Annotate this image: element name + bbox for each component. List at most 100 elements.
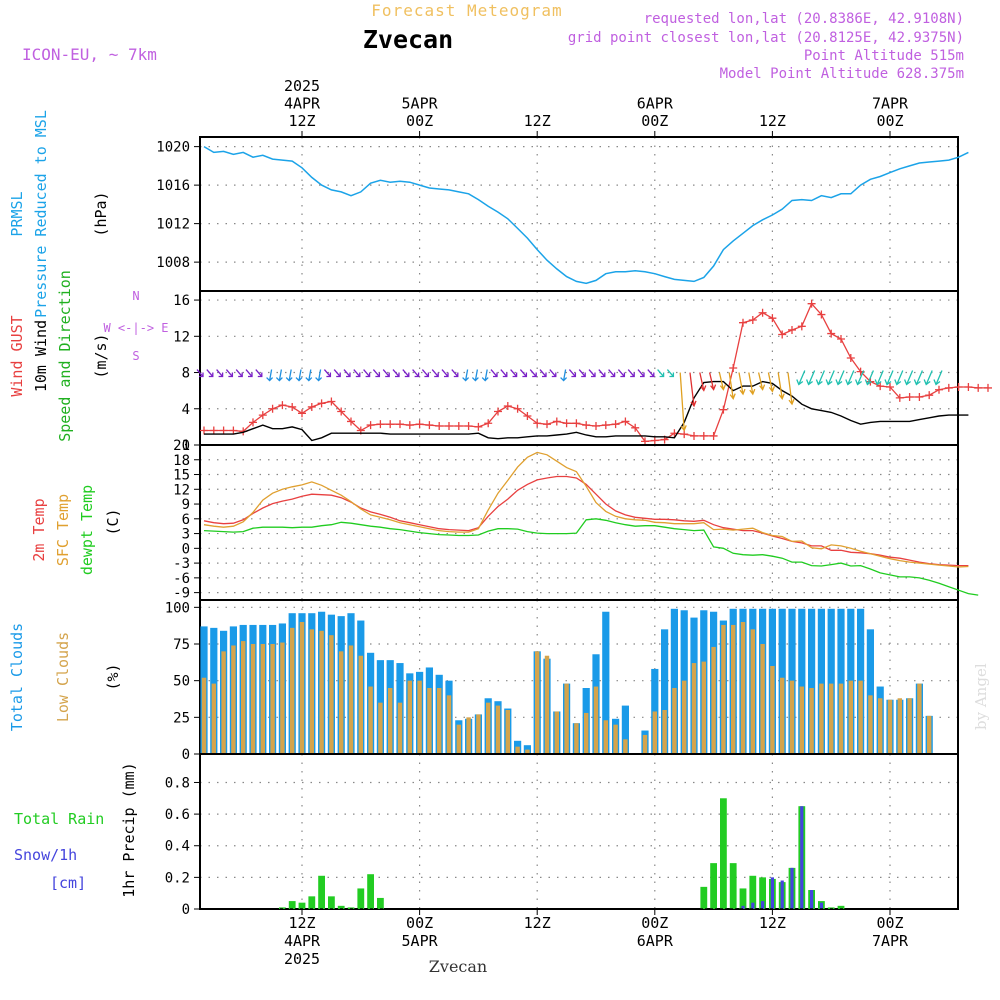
gust-marker	[474, 422, 483, 431]
gust-marker	[709, 431, 718, 440]
gust-marker	[464, 421, 473, 430]
low-cloud-bar	[309, 629, 314, 754]
low-cloud-bar	[407, 680, 412, 754]
wind-direction-arrow	[560, 369, 568, 382]
wind-ytick-label: 16	[173, 293, 190, 309]
wind-ytick-label: 0	[182, 438, 190, 454]
low-cloud-bar	[907, 698, 912, 754]
wind-direction-arrow	[588, 369, 596, 378]
wind-direction-arrow	[333, 369, 341, 378]
precip-ytick-label: 0.4	[165, 839, 190, 855]
bottom-time-label: 12Z	[288, 914, 315, 932]
rain-bar	[308, 896, 316, 909]
top-time-label: 5APR	[402, 95, 439, 113]
low-cloud-bar	[299, 622, 305, 754]
clouds-ytick-label: 50	[173, 674, 190, 690]
wind-direction-arrow	[627, 369, 635, 378]
gust-marker	[425, 421, 434, 430]
temperature-ytick-label: 0	[182, 541, 190, 557]
gust-marker	[631, 423, 640, 432]
low-cloud-bar	[397, 702, 403, 754]
precip-ytick-label: 0.8	[165, 775, 190, 791]
rain-bar	[288, 901, 296, 909]
wind-direction-arrow	[315, 369, 323, 382]
wind-direction-arrow	[196, 369, 204, 378]
chart-title: Forecast Meteogram	[371, 1, 562, 20]
rain-bar	[729, 863, 737, 909]
gust-marker	[944, 383, 953, 392]
rain-label: Total Rain	[14, 810, 104, 828]
rain-bar	[377, 897, 384, 909]
wind-direction-arrow	[923, 370, 933, 386]
low-cloud-bar	[466, 717, 471, 754]
wind-direction-arrow	[578, 369, 586, 378]
total-cloud-bar	[670, 608, 678, 754]
wind-direction-arrow	[500, 369, 508, 378]
low-cloud-bar	[740, 622, 746, 754]
low-cloud-bar	[593, 686, 599, 754]
wind-direction-arrow	[323, 369, 332, 378]
requested-coords: requested lon,lat (20.8386E, 42.9108N)	[644, 11, 964, 27]
low-cloud-bar	[290, 627, 295, 754]
rain-bar	[720, 798, 727, 909]
snow-bar	[741, 905, 745, 909]
gust-marker	[935, 385, 943, 394]
low-cloud-bar	[878, 698, 883, 754]
wind-direction-arrow	[245, 369, 253, 378]
rain-bar	[367, 874, 374, 909]
gust-marker	[886, 383, 894, 392]
pressure-unit: (hPa)	[92, 191, 110, 236]
top-time-label: 12Z	[759, 112, 786, 130]
rain-bar	[759, 877, 766, 909]
wind-direction-arrow	[481, 369, 489, 382]
gust-marker	[680, 430, 689, 439]
temp-line-0	[203, 475, 969, 567]
model-label: ICON-EU, ~ 7km	[22, 45, 157, 64]
wind-direction-arrow	[519, 369, 528, 378]
wind-label: 10m Wind	[32, 320, 50, 392]
low-cloud-bar	[535, 651, 540, 754]
snow-label: Snow/1h	[14, 846, 77, 864]
low-cloud-bar	[623, 739, 628, 754]
wind-direction-arrow	[382, 369, 390, 378]
snow-bar	[810, 890, 814, 909]
temperature-ytick-label: 3	[182, 527, 190, 543]
low-cloud-bar	[691, 663, 697, 754]
low-cloud-bar	[515, 746, 520, 754]
gust-marker	[327, 397, 336, 406]
gust-marker	[317, 399, 326, 408]
gust-marker	[611, 420, 620, 429]
wind-direction-arrow	[608, 369, 616, 378]
gust-marker	[513, 404, 522, 413]
low-cloud-bar	[642, 734, 648, 754]
gust-marker	[905, 392, 914, 401]
wind-direction-arrow	[777, 372, 785, 400]
gust-marker	[543, 420, 551, 429]
gust-marker	[523, 412, 532, 421]
low-cloud-bar	[260, 644, 265, 754]
pressure-ytick-label: 1016	[156, 178, 190, 194]
wind-direction-arrow	[815, 370, 825, 386]
wind-direction-arrow	[421, 369, 430, 378]
wind-direction-arrow	[235, 369, 243, 378]
gust-marker	[278, 401, 287, 410]
temperature-ytick-label: 9	[182, 497, 190, 513]
station-name: Zvecan	[363, 25, 453, 54]
gust-marker	[592, 421, 600, 430]
wind-direction-arrow	[305, 369, 313, 382]
low-cloud-bar	[270, 644, 275, 754]
wind-direction-arrow	[647, 369, 655, 378]
total-cloud-bar	[798, 608, 806, 754]
wind-direction-arrow	[894, 370, 904, 386]
gust-marker	[552, 417, 561, 426]
bottom-time-label: 00Z	[876, 914, 903, 932]
wind-direction-arrow	[372, 369, 381, 378]
compass-s: S	[132, 349, 139, 363]
temperature-ytick-label: 18	[173, 453, 190, 469]
snow-bar	[790, 867, 794, 909]
clouds-ytick-label: 75	[173, 637, 190, 653]
precip-frame	[199, 753, 959, 910]
temp-line-1	[203, 451, 969, 568]
low-cloud-bar	[280, 642, 285, 754]
point-altitude: Point Altitude 515m	[804, 48, 964, 64]
